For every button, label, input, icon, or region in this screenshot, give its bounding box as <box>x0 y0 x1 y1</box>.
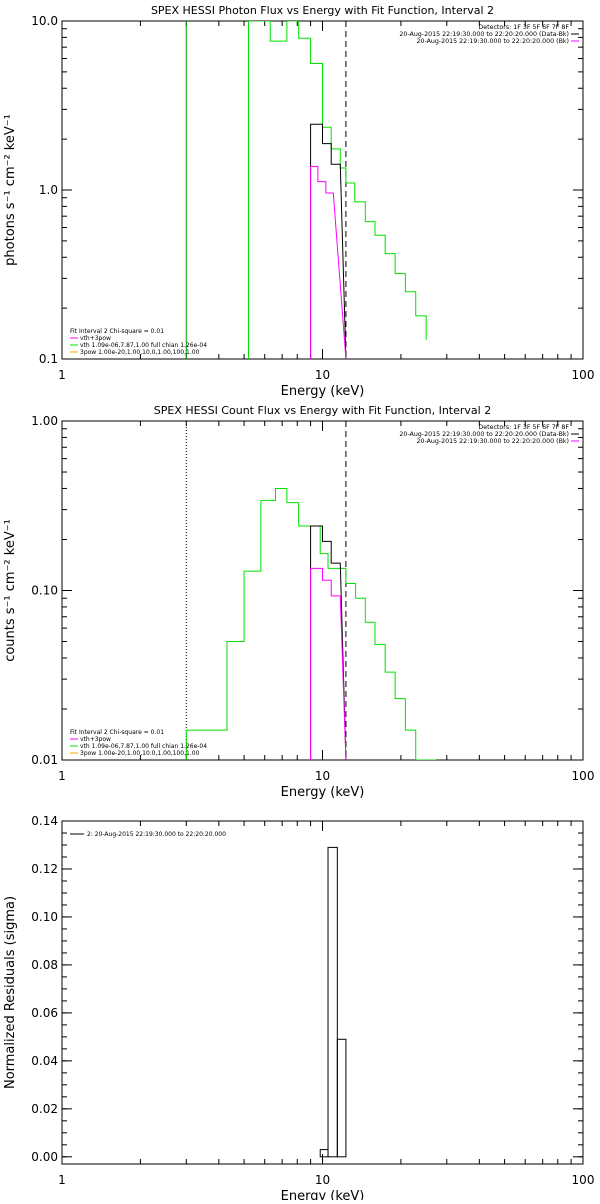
spectrum-series <box>310 567 347 760</box>
spectrum-series <box>310 165 347 359</box>
legend-left-entry: vth+3pow <box>80 335 111 342</box>
legend-right-entry: Detectors: 1F 3F 5F 6F 7F 8F <box>478 424 569 431</box>
y-axis-label: photons s⁻¹ cm⁻² keV⁻¹ <box>3 114 18 266</box>
y-tick-label: 1.0 <box>39 183 58 197</box>
legend-left-entry: Fit Interval 2 Chi-square = 0.01 <box>70 328 164 335</box>
legend-right-entry: 20-Aug-2015 22:19:30.000 to 22:20:20.000… <box>399 431 569 438</box>
panel-3: 1 10 100 Energy (keV) 0.00 0.02 0.04 0.06 0.08 0.… <box>3 814 595 1204</box>
legend-left-entry: vth+3pow <box>80 736 111 743</box>
x-tick-label: 1 <box>58 368 66 382</box>
spectrum-series <box>185 487 437 760</box>
legend-right-entry: 20-Aug-2015 22:19:30.000 to 22:20:20.000… <box>416 38 569 45</box>
x-tick-label: 100 <box>572 1173 595 1187</box>
legend-right-entry: 20-Aug-2015 22:19:30.000 to 22:20:20.000… <box>399 31 569 38</box>
y-tick-label: 1.00 <box>31 414 58 428</box>
legend-right-entry: Detectors: 1F 3F 5F 6F 7F 8F <box>478 24 569 31</box>
plot-frame <box>61 820 584 1165</box>
y-tick-label: 0.06 <box>31 1006 58 1020</box>
x-tick-label: 100 <box>572 368 595 382</box>
x-tick-label: 10 <box>315 1173 330 1187</box>
y-tick-label: 0.14 <box>31 814 58 828</box>
x-tick-label: 1 <box>58 769 66 783</box>
x-tick-label: 10 <box>315 769 330 783</box>
x-tick-label: 10 <box>315 368 330 382</box>
y-tick-label: 0.12 <box>31 862 58 876</box>
y-tick-label: 0.10 <box>31 584 58 598</box>
spectrum-series <box>248 21 427 359</box>
series-group <box>185 487 437 760</box>
panel-1: SPEX HESSI Photon Flux vs Energy with Fi… <box>3 4 594 399</box>
y-tick-label: 0.08 <box>31 958 58 972</box>
y-tick-label: 10.0 <box>31 14 58 28</box>
plot-frame <box>61 420 584 761</box>
y-tick-label: 0.10 <box>31 910 58 924</box>
residual-bar <box>327 846 338 1158</box>
x-tick-label: 100 <box>572 769 595 783</box>
y-tick-label: 0.02 <box>31 1102 58 1116</box>
y-axis-label: counts s⁻¹ cm⁻² keV⁻¹ <box>3 519 18 662</box>
spectrum-series <box>310 525 347 760</box>
spectrum-series <box>310 123 347 359</box>
series-group <box>248 21 427 359</box>
legend-left-entry: vth 1.09e-06,7.87,1.00 full chian 1.26e-… <box>80 342 207 349</box>
y-tick-label: 0.04 <box>31 1054 58 1068</box>
residual-bar <box>336 1038 347 1158</box>
legend-left-entry: Fit Interval 2 Chi-square = 0.01 <box>70 729 164 736</box>
legend-left-entry: 3pow 1.00e-20,1.00,10.0,1.00,100,1.00 <box>80 750 200 757</box>
legend-left-entry: 3pow 1.00e-20,1.00,10.0,1.00,100,1.00 <box>80 349 200 356</box>
legend-left-entry: vth 1.09e-06,7.87,1.00 full chian 1.26e-… <box>80 743 207 750</box>
legend-right-entry: 20-Aug-2015 22:19:30.000 to 22:20:20.000… <box>416 438 569 445</box>
panel-title: SPEX HESSI Photon Flux vs Energy with Fi… <box>151 4 494 17</box>
legend-left-entry: 2: 20-Aug-2015 22:19:30.000 to 22:20:20.… <box>87 831 226 838</box>
panel-2: SPEX HESSI Count Flux vs Energy with Fit… <box>3 404 594 800</box>
y-tick-label: 0.01 <box>31 753 58 767</box>
x-tick-label: 1 <box>58 1173 66 1187</box>
panel-title: SPEX HESSI Count Flux vs Energy with Fit… <box>154 404 491 417</box>
y-tick-label: 0.00 <box>31 1150 58 1164</box>
x-axis-label: Energy (keV) <box>281 384 365 399</box>
x-axis-label: Energy (keV) <box>281 1189 365 1200</box>
residual-bar <box>319 1149 329 1158</box>
y-axis-label: Normalized Residuals (sigma) <box>3 896 18 1089</box>
x-axis-label: Energy (keV) <box>281 785 365 800</box>
series-group <box>319 846 347 1158</box>
y-tick-label: 0.1 <box>39 352 58 366</box>
